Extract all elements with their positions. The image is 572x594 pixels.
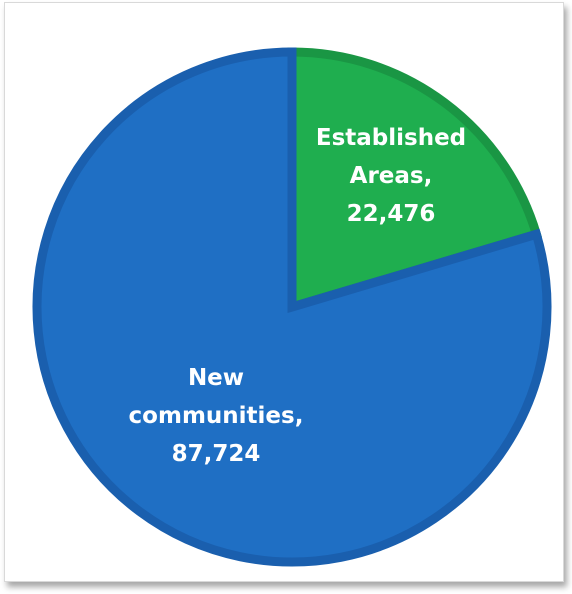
pie-slice-new-communities (32, 47, 552, 567)
slice-label-line: Established (316, 125, 466, 151)
slice-label-line: 22,476 (347, 201, 436, 227)
pie-slice-established-areas (287, 47, 543, 314)
pie-labels: Established Areas, 22,476 New communities, 87… (129, 125, 467, 467)
slice-label-line: New (188, 365, 244, 391)
slice-label-line: Areas, (350, 163, 433, 189)
slice-label-new-communities: New communities, 87,724 (129, 365, 304, 467)
pie-slices (32, 47, 552, 567)
slice-label-line: 87,724 (172, 441, 261, 467)
slice-label-established-areas: Established Areas, 22,476 (316, 125, 466, 227)
slice-label-line: communities, (129, 403, 304, 429)
